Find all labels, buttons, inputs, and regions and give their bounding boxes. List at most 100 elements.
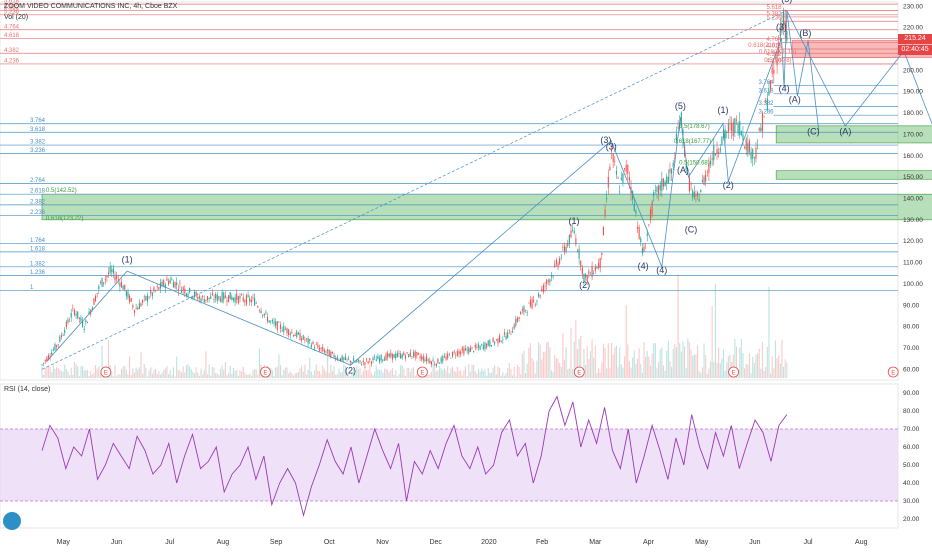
candle-body-56 [132,305,134,308]
candle-body-25 [81,320,84,327]
candle-body-434 [745,138,747,150]
volume-bar-199 [364,366,366,378]
candle-body-351 [610,149,613,152]
volume-bar-200 [365,370,368,378]
fib-red-label-2: 5.236 [4,9,20,15]
volume-bar-178 [330,364,332,378]
candle-body-338 [589,273,592,275]
volume-bar-246 [440,368,442,378]
candle-body-127 [247,295,249,297]
volume-indicator-label: Vol (20) [4,14,29,21]
volume-bar-293 [516,364,519,378]
volume-bar-119 [234,370,236,378]
volume-bar-390 [674,344,676,378]
candle-body-306 [537,293,540,297]
earnings-marker-1 [260,366,271,378]
volume-bar-64 [145,367,147,378]
volume-bar-254 [453,370,455,378]
candle-body-414 [713,145,715,161]
wave-label-12: (2) [723,180,734,190]
volume-bar-407 [701,367,703,378]
volume-bar-306 [537,342,540,378]
volume-bar-16 [67,371,69,378]
price-tick-8: 140.00 [903,195,923,202]
candle-body-241 [432,360,434,362]
candle-body-40 [106,275,108,278]
volume-bar-335 [585,364,587,378]
candle-body-448 [768,89,770,96]
volume-bar-314 [550,370,553,378]
volume-bar-357 [620,364,622,378]
volume-bar-166 [310,371,312,378]
volume-bar-133 [257,374,259,378]
volume-bar-404 [696,345,699,378]
volume-bar-3 [46,366,48,378]
candle-body-341 [594,266,596,271]
volume-bar-217 [393,374,395,378]
price-tick-3: 90.00 [903,302,920,309]
earnings-marker-label-3: E [577,371,581,377]
candle-body-426 [732,122,734,136]
candle-body-276 [489,340,491,346]
volume-bar-433 [744,368,746,378]
candle-body-178 [330,351,332,358]
volume-bar-145 [276,366,278,378]
candle-body-282 [499,335,501,343]
candle-body-437 [750,151,752,160]
candle-body-436 [748,140,751,152]
candle-body-336 [586,275,588,282]
candle-body-270 [479,346,481,350]
volume-bar-387 [669,361,671,378]
volume-bar-154 [291,373,293,378]
volume-bar-183 [338,368,340,378]
volume-bar-228 [411,368,413,378]
volume-bar-247 [442,370,444,378]
volume-bar-80 [171,375,173,378]
candle-body-97 [198,296,200,299]
volume-bar-442 [758,348,760,378]
volume-bar-424 [729,354,731,378]
candle-body-440 [755,148,757,159]
candle-body-51 [124,284,126,290]
candle-body-419 [721,136,723,145]
volume-bar-190 [349,376,351,378]
candle-body-150 [284,329,286,330]
volume-bar-112 [223,369,225,378]
volume-bar-456 [781,340,783,378]
volume-bar-148 [281,375,283,378]
volume-bar-158 [297,372,299,378]
candle-body-280 [495,339,497,341]
volume-bar-23 [78,376,80,378]
candle-body-361 [627,164,629,174]
volume-bar-405 [698,370,700,378]
candle-body-367 [636,226,639,229]
volume-bar-312 [547,341,549,378]
volume-bar-252 [450,368,452,378]
green-zone-2 [775,170,932,180]
fib-red-right-label-2: 5.236 [766,16,782,22]
candle-body-31 [91,307,93,311]
candle-body-161 [302,335,304,340]
candle-body-252 [450,358,452,359]
volume-bar-358 [622,367,624,378]
volume-bar-266 [473,364,475,378]
candle-body-126 [245,295,248,305]
fib-blue-label-9: 1.618 [30,246,46,252]
candle-body-443 [760,127,762,132]
volume-bar-383 [662,365,665,378]
candle-body-22 [77,311,79,318]
candle-body-66 [148,297,150,299]
volume-bar-141 [270,367,272,378]
volume-bar-265 [471,364,473,378]
volume-bar-245 [438,366,441,378]
volume-bar-110 [219,369,222,378]
candle-body-132 [255,303,257,304]
volume-bar-316 [554,355,556,378]
candle-body-416 [716,149,718,154]
volume-bar-224 [404,375,407,378]
candle-body-63 [143,296,145,297]
candle-body-324 [567,242,569,247]
volume-bar-321 [562,333,564,378]
volume-bar-427 [734,338,736,378]
volume-bar-409 [705,354,707,378]
